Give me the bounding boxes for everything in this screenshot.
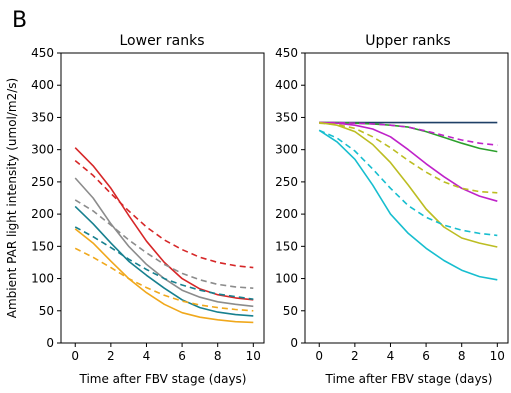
series-line-yellow-solid [74,228,254,324]
x-tick-label: 10 [246,349,261,363]
y-tick-label: 250 [31,175,54,189]
x-axis-label: Time after FBV stage (days) [325,372,493,386]
series-line-cyan-dashed [318,129,498,237]
x-tick-label: 2 [107,349,115,363]
x-tick-label: 8 [458,349,466,363]
y-tick-label: 0 [290,336,298,350]
chart-title: Upper ranks [365,33,450,49]
y-tick-label: 350 [275,110,298,124]
x-tick-label: 4 [143,349,151,363]
y-tick-label: 300 [275,143,298,157]
series-line-red-dashed [74,159,254,269]
chart-lower-ranks: Lower ranks 0501001502002503003504004500… [5,33,265,386]
series-line-teal-solid [74,205,254,317]
y-tick-label: 150 [275,239,298,253]
panel-letter: B [12,8,27,33]
y-tick-label: 200 [31,207,54,221]
y-tick-label: 0 [46,336,54,350]
series-line-teal-dashed [74,226,254,300]
x-tick-label: 8 [214,349,222,363]
y-tick-label: 300 [31,143,54,157]
x-tick-label: 0 [315,349,323,363]
y-tick-label: 50 [39,304,54,318]
series-line-cyan-solid [318,129,498,281]
y-tick-label: 150 [31,239,54,253]
series-line-olive-dashed [319,122,498,194]
y-axis-label: Ambient PAR light intensity (umol/m2/s) [5,78,19,318]
x-tick-label: 6 [178,349,186,363]
plot-frame [60,52,265,344]
series-line-red-solid [74,147,254,301]
y-tick-label: 50 [283,304,298,318]
y-tick-label: 250 [275,175,298,189]
x-tick-label: 10 [490,349,505,363]
series-line-green-solid [319,121,498,153]
plot-frame [304,52,509,344]
y-tick-label: 400 [31,78,54,92]
y-tick-label: 100 [275,272,298,286]
y-tick-label: 450 [275,46,298,60]
x-tick-label: 6 [422,349,430,363]
x-tick-label: 0 [71,349,79,363]
plot-area: 0 50 100 150 200 250 300 350 400 450 0 2 4 6 8 10 [31,46,261,363]
series-line-yellow-dashed [74,247,254,312]
series-line-magenta-dashed [319,121,498,146]
y-tick-label: 450 [31,46,54,60]
series-line-magenta-solid [319,121,498,202]
y-tick-label: 350 [31,110,54,124]
x-tick-label: 2 [351,349,359,363]
x-axis-label: Time after FBV stage (days) [79,372,247,386]
series-line-olive-solid [319,121,498,248]
y-tick-label: 100 [31,272,54,286]
series-line-gray-dashed [74,199,254,289]
y-tick-label: 200 [275,207,298,221]
x-tick-label: 4 [387,349,395,363]
chart-upper-ranks: Upper ranks 0501001502002503003504004500… [275,33,509,386]
plot-area: 0 50 100 150 200 250 300 350 400 450 0 2 4 6 8 10 [275,46,505,363]
y-tick-label: 400 [275,78,298,92]
chart-title: Lower ranks [120,33,205,49]
